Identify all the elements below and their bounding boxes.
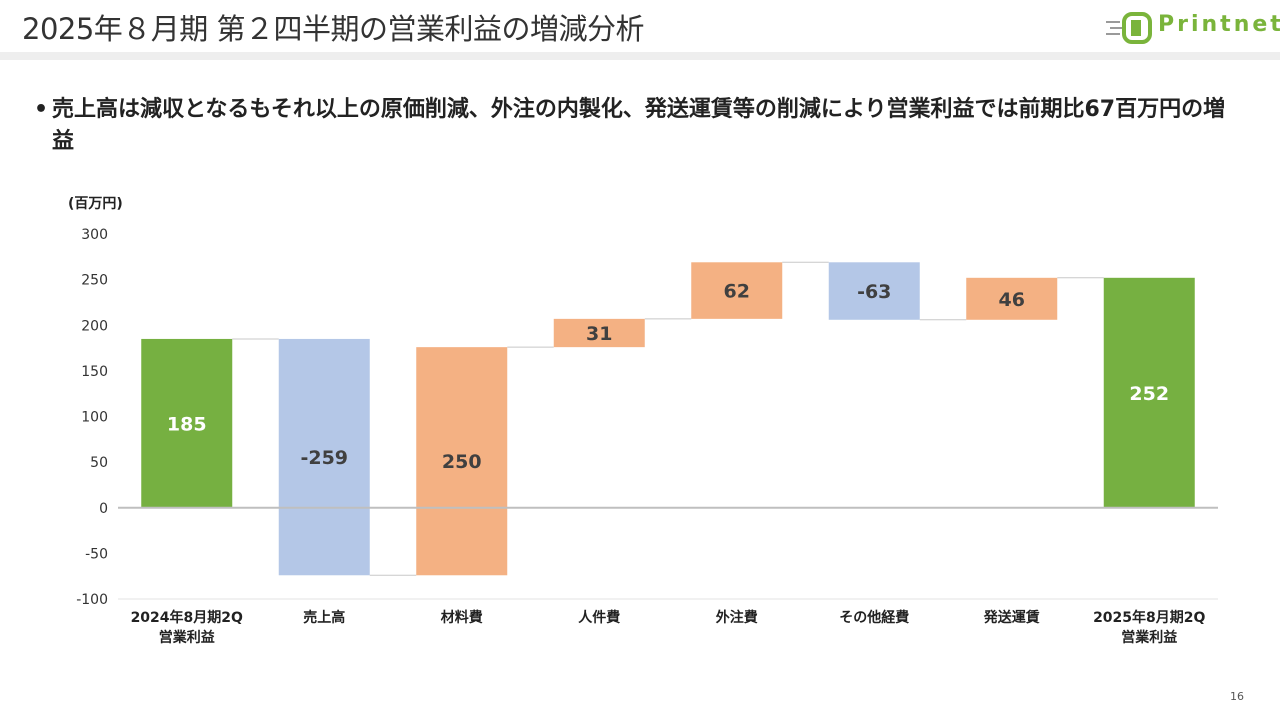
category-label: 営業利益 bbox=[159, 629, 215, 646]
data-label: 31 bbox=[586, 323, 612, 345]
data-label: 62 bbox=[724, 281, 750, 303]
y-tick-label: 200 bbox=[81, 318, 108, 334]
waterfall-bar bbox=[416, 347, 508, 576]
y-tick-label: 250 bbox=[81, 273, 108, 289]
printnet-logo bbox=[1106, 12, 1152, 44]
waterfall-bar bbox=[828, 262, 920, 320]
category-label: 外注費 bbox=[716, 609, 758, 626]
logo-text: Printnet bbox=[1158, 12, 1280, 37]
data-label: -63 bbox=[857, 281, 891, 303]
waterfall-bar bbox=[966, 277, 1058, 320]
y-tick-label: 0 bbox=[99, 501, 108, 517]
category-label: 人件費 bbox=[578, 609, 620, 626]
data-label: -259 bbox=[300, 447, 348, 469]
bullet-marker: • bbox=[34, 97, 49, 122]
data-label: 185 bbox=[167, 413, 207, 435]
category-label: 売上高 bbox=[303, 609, 345, 626]
category-label: 営業利益 bbox=[1121, 629, 1177, 646]
data-label: 250 bbox=[442, 451, 482, 473]
data-label: 252 bbox=[1129, 383, 1169, 405]
summary-bullet: • 売上高は減収となるもそれ以上の原価削減、外注の内製化、発送運賃等の削減により… bbox=[34, 94, 1239, 158]
y-tick-label: 50 bbox=[90, 455, 108, 471]
y-tick-label: 100 bbox=[81, 410, 108, 426]
page-title: 2025年８月期 第２四半期の営業利益の増減分析 bbox=[22, 12, 645, 46]
data-label: 46 bbox=[999, 289, 1025, 311]
waterfall-bar bbox=[278, 338, 370, 576]
logo-mark bbox=[1122, 12, 1152, 44]
y-tick-label: -50 bbox=[85, 546, 108, 562]
y-tick-label: 150 bbox=[81, 364, 108, 380]
page-number: 16 bbox=[1230, 690, 1244, 703]
category-label: 材料費 bbox=[441, 609, 483, 626]
waterfall-bar bbox=[691, 262, 783, 319]
waterfall-bar bbox=[553, 318, 645, 348]
category-label: 発送運賃 bbox=[983, 609, 1040, 626]
bullet-text: 売上高は減収となるもそれ以上の原価削減、外注の内製化、発送運賃等の削減により営業… bbox=[52, 97, 1226, 154]
y-tick-label: 300 bbox=[81, 227, 108, 243]
logo-speed-lines bbox=[1106, 21, 1122, 35]
y-tick-label: -100 bbox=[76, 592, 108, 608]
y-axis-unit-label: (百万円) bbox=[68, 196, 123, 212]
category-label: その他経費 bbox=[839, 609, 909, 626]
title-divider bbox=[0, 52, 1280, 60]
waterfall-bar bbox=[1103, 277, 1195, 508]
waterfall-bar bbox=[141, 338, 233, 508]
category-label: 2024年8月期2Q bbox=[131, 609, 243, 626]
category-label: 2025年8月期2Q bbox=[1093, 609, 1205, 626]
